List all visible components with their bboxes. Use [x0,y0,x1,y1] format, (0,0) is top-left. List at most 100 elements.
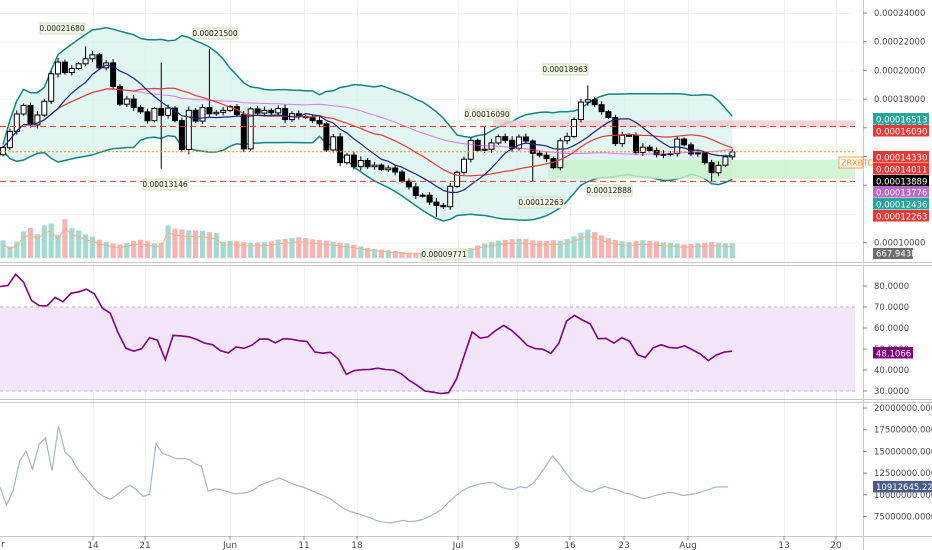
volume-bar [186,230,192,258]
candle-body [206,107,213,115]
price-badge: 0.00014330 [873,151,929,163]
volume-bar [261,242,267,258]
candle-body [502,136,509,141]
volume-bar [371,248,378,258]
volume-bar [550,240,556,258]
volume-bar [585,229,591,258]
candle [268,108,275,115]
volume-line [0,425,728,524]
volume-bar [592,232,598,258]
candle [447,182,454,210]
candle-body [426,194,433,203]
candle [82,46,89,67]
candle-body [385,167,392,171]
volume-bar [523,238,529,258]
volume-bar [358,246,364,258]
candle [392,164,399,176]
candle [96,52,103,70]
volume-bar [557,240,563,258]
volume-bar [337,242,343,258]
candle [144,108,151,124]
volume-bar [117,244,123,258]
candle [412,183,419,199]
price-annotation: 0.00012263 [518,196,565,209]
candle-body [708,162,715,174]
candle-body [41,100,48,116]
volume-tick-label: 17500000.0000 [874,426,932,436]
candle-body [89,54,96,60]
candle-body [516,136,522,149]
volume-bar [681,244,687,258]
candle [454,170,461,188]
candle-body [447,185,454,208]
volume-badge: 667.943K [873,248,917,260]
svg-text:0.00021500: 0.00021500 [192,29,238,38]
candle [185,106,192,155]
candle [357,156,364,171]
time-tick-label: Aug [679,541,697,550]
price-badge: 0.00013776 [873,186,929,198]
volume-bar [688,243,694,258]
volume-bar [709,242,715,258]
volume-bar [633,240,639,258]
candle [34,111,41,129]
time-tick-label: 14 [87,541,99,550]
volume-bar [158,242,164,258]
candle-body [323,123,330,151]
candle-body [412,186,419,196]
candle [577,98,584,123]
price-annotation: 0.00021680 [39,22,86,35]
candle-body [96,54,103,69]
candle [110,59,117,90]
candle-body [48,73,55,102]
volume-bar [316,240,323,258]
candle-body [268,109,275,114]
candle [405,178,412,190]
candle [199,104,206,124]
volume-bar [399,252,405,258]
time-tick-label: 21 [139,541,150,550]
candle-body [461,158,467,173]
candle-body [722,156,729,166]
volume-bar [275,239,281,258]
volume-bar [647,240,653,258]
candle [323,121,330,152]
candle [371,161,378,170]
candle-body [240,114,247,150]
time-tick-label: 18 [351,541,363,550]
volume-panel [0,425,728,524]
volume-ma-line [2,226,733,255]
volume-bar [234,241,240,258]
volume-bar [502,239,508,258]
candle-body [55,61,61,75]
candle-body [213,111,220,115]
volume-bar [674,243,680,258]
volume-bar [640,240,646,258]
volume-bar [482,243,488,258]
candle-body [0,147,6,156]
candle-body [371,164,378,168]
candle-body [357,160,364,168]
candle [48,70,55,105]
candle [206,48,213,118]
range-zones [493,120,855,179]
candle [350,151,357,170]
candle-body [522,136,529,142]
volume-bar [619,241,625,258]
volume-bar [530,240,536,258]
candle [213,109,220,116]
candle-body [172,107,178,122]
candle [557,137,564,171]
volume-bar [543,241,550,258]
candle-body [220,109,227,113]
candle-body [178,120,185,150]
candle [68,65,75,76]
candle [316,117,323,128]
rsi-tick-label: 30.0000 [874,387,909,397]
volume-bar [654,241,660,258]
volume-tick-label: 20000000.0000 [874,404,932,414]
candle [584,85,591,106]
price-badge: 0.00012263 [873,210,929,222]
candle [598,101,605,115]
